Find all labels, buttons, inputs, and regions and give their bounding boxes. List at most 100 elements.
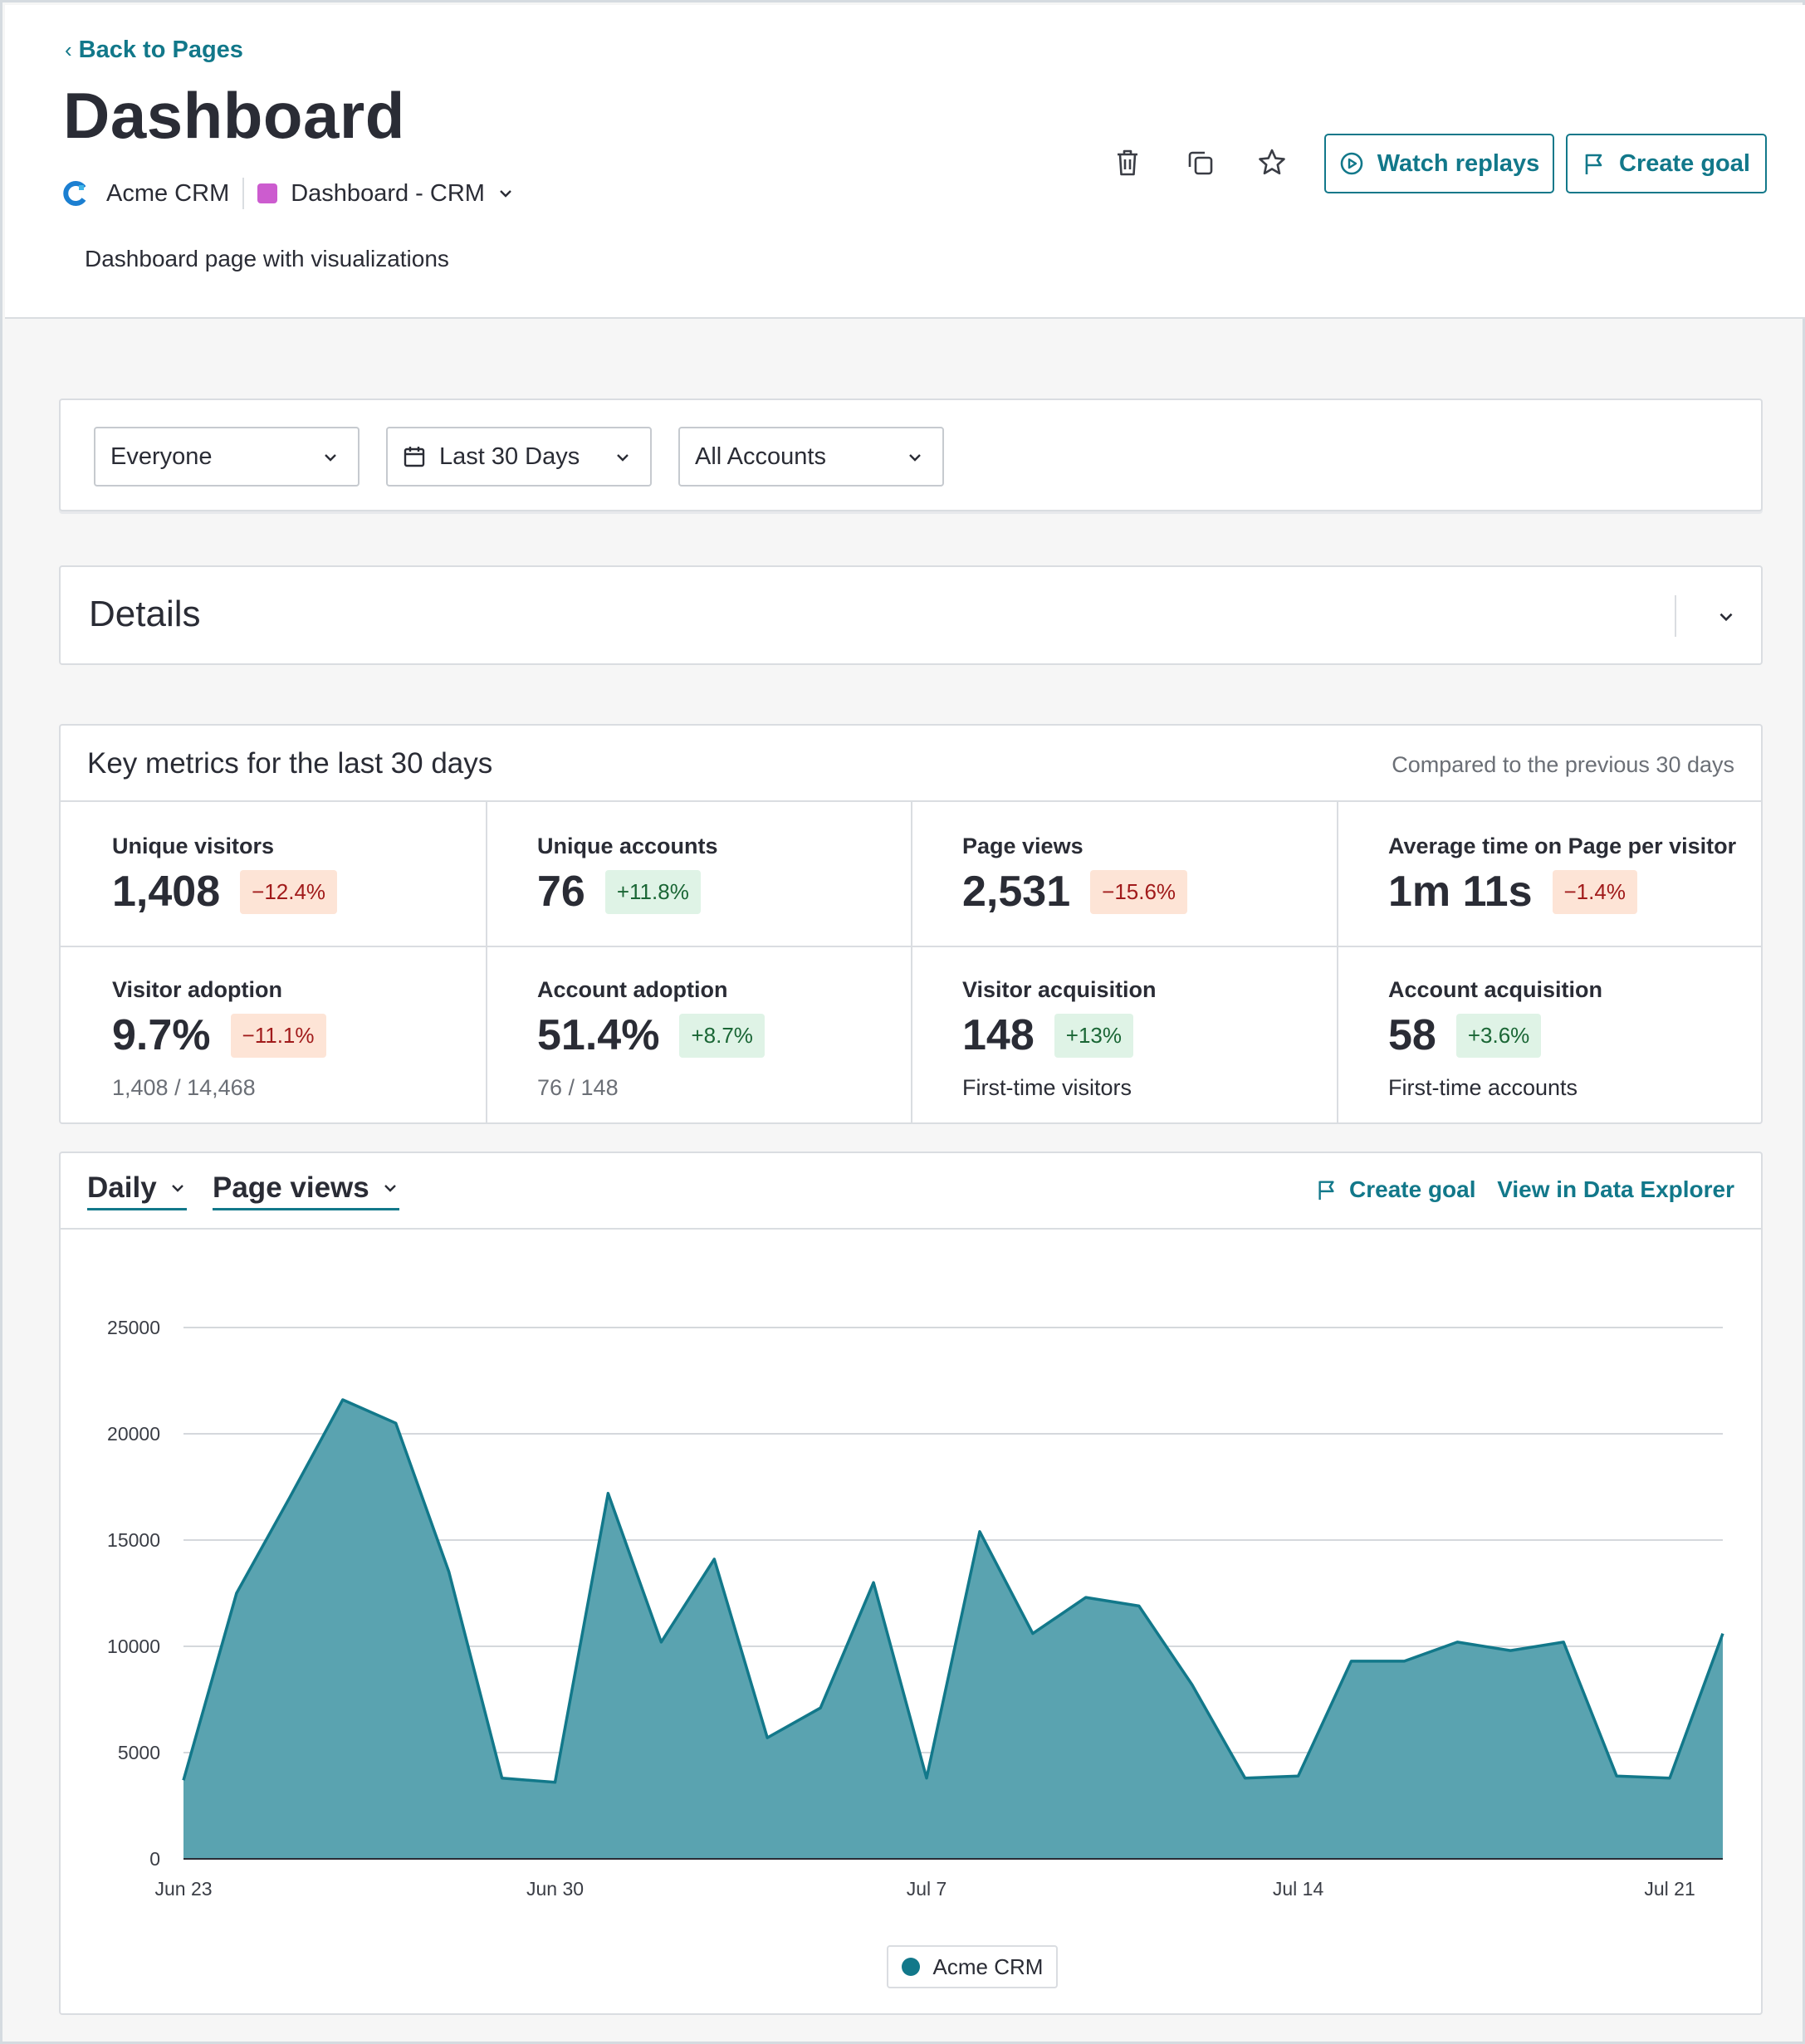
interval-value: Daily [87, 1171, 157, 1204]
metric-change-badge: −12.4% [240, 869, 338, 914]
metric-cell: Account acquisition 58 +3.6% First-time acc… [1337, 946, 1762, 1124]
details-panel: Details [59, 565, 1763, 665]
page-color-swatch [257, 183, 278, 203]
breadcrumb-divider [242, 178, 245, 209]
watch-replays-button[interactable]: Watch replays [1324, 134, 1554, 193]
metric-value: 1m 11s [1388, 868, 1533, 916]
metric-value-row: 148 +13% [962, 1010, 1133, 1060]
details-expand-button[interactable] [1710, 600, 1743, 633]
back-link-label: Back to Pages [78, 37, 243, 63]
metric-subtext: 1,408 / 14,468 [112, 1075, 256, 1100]
metrics-col-divider [486, 802, 487, 1124]
measure-select[interactable]: Page views [213, 1171, 399, 1210]
metric-value: 58 [1388, 1011, 1436, 1059]
y-tick-label: 15000 [107, 1529, 160, 1551]
details-divider [1675, 595, 1676, 637]
delete-button[interactable] [1109, 144, 1146, 181]
metric-subtext: First-time visitors [962, 1075, 1132, 1100]
metric-change-badge: −11.1% [230, 1013, 326, 1058]
metric-cell: Unique accounts 76 +11.8% [486, 802, 911, 946]
metric-value-row: 1m 11s −1.4% [1388, 867, 1637, 917]
measure-value: Page views [213, 1171, 369, 1204]
accounts-select[interactable]: All Accounts [678, 427, 944, 487]
metric-label: Visitor adoption [112, 977, 283, 1002]
x-tick-label: Jun 23 [154, 1878, 212, 1900]
watch-replays-label: Watch replays [1377, 149, 1540, 177]
star-icon [1259, 149, 1285, 175]
segment-select[interactable]: Everyone [94, 427, 360, 487]
metric-change-badge: +8.7% [679, 1013, 765, 1058]
breadcrumb: Acme CRM Dashboard - CRM [61, 175, 515, 212]
chart-header: Daily Page views Create goal View in Dat… [61, 1153, 1761, 1230]
trash-icon [1118, 149, 1137, 176]
duplicate-button[interactable] [1182, 144, 1219, 181]
metric-cell: Page views 2,531 −15.6% [911, 802, 1336, 946]
metric-value: 2,531 [962, 868, 1071, 916]
view-in-data-explorer-link[interactable]: View in Data Explorer [1497, 1176, 1734, 1203]
metric-value-row: 9.7% −11.1% [112, 1010, 326, 1060]
play-circle-icon [1340, 152, 1363, 175]
metric-label: Unique visitors [112, 834, 275, 858]
y-tick-label: 25000 [107, 1317, 160, 1338]
series-line [182, 1398, 1724, 1784]
metric-label: Account adoption [537, 977, 728, 1002]
chart-panel: Daily Page views Create goal View in Dat… [59, 1152, 1763, 2015]
metric-value-row: 1,408 −12.4% [112, 867, 338, 917]
flag-icon [1585, 154, 1602, 174]
metric-change-badge: +11.8% [604, 869, 701, 914]
interval-select[interactable]: Daily [87, 1171, 187, 1210]
create-goal-label: Create goal [1619, 149, 1750, 177]
filter-bar: Everyone Last 30 Days All Accounts [59, 399, 1763, 511]
metric-value-row: 76 +11.8% [537, 867, 701, 917]
metric-value: 76 [537, 868, 585, 916]
favorite-button[interactable] [1254, 144, 1290, 181]
chevron-down-icon[interactable] [496, 184, 515, 203]
metric-change-badge: −1.4% [1552, 869, 1637, 914]
chart-create-goal-link[interactable]: Create goal [1316, 1176, 1476, 1203]
metric-subtext: 76 / 148 [537, 1075, 619, 1100]
accounts-value: All Accounts [695, 443, 826, 470]
x-tick-label: Jul 7 [907, 1878, 947, 1900]
app-name[interactable]: Acme CRM [106, 179, 230, 207]
page-title: Dashboard [63, 79, 405, 152]
metrics-compare-note: Compared to the previous 30 days [1392, 752, 1734, 777]
date-range-value: Last 30 Days [439, 443, 580, 470]
chart-create-goal-label: Create goal [1349, 1176, 1476, 1202]
key-metrics-panel: Key metrics for the last 30 days Compare… [59, 724, 1763, 1124]
chevron-down-icon [325, 454, 336, 462]
date-range-select[interactable]: Last 30 Days [386, 427, 652, 487]
legend-label: Acme CRM [932, 1954, 1044, 1979]
metric-cell: Unique visitors 1,408 −12.4% [61, 802, 486, 946]
metric-value-row: 58 +3.6% [1388, 1010, 1542, 1060]
metrics-title: Key metrics for the last 30 days [87, 747, 493, 780]
y-tick-label: 20000 [107, 1423, 160, 1445]
metric-label: Visitor acquisition [962, 977, 1157, 1002]
metric-label: Account acquisition [1388, 977, 1603, 1002]
y-tick-label: 5000 [118, 1742, 160, 1763]
x-tick-label: Jul 21 [1644, 1878, 1695, 1900]
metrics-header: Key metrics for the last 30 days Compare… [61, 726, 1761, 802]
chart-legend[interactable]: Acme CRM [887, 1945, 1058, 1988]
page-views-area-chart: 0 5000 10000 15000 20000 25000 Jun 23 Jun 30 Jul… [107, 1317, 1724, 1900]
chevron-down-icon [1719, 613, 1733, 622]
metric-cell: Visitor acquisition 148 +13% First-time vis… [911, 946, 1336, 1124]
metric-value-row: 51.4% +8.7% [537, 1010, 765, 1060]
metric-change-badge: +3.6% [1455, 1013, 1542, 1058]
page-selector-label[interactable]: Dashboard - CRM [291, 179, 485, 207]
legend-swatch [901, 1958, 920, 1976]
chevron-left-icon: ‹ [65, 37, 72, 62]
back-to-pages-link[interactable]: ‹ Back to Pages [65, 37, 243, 64]
x-tick-label: Jun 30 [526, 1878, 584, 1900]
metric-label: Average time on Page per visitor [1388, 834, 1737, 858]
metrics-col-divider [1337, 802, 1338, 1124]
create-goal-button[interactable]: Create goal [1566, 134, 1767, 193]
details-title: Details [89, 594, 201, 634]
metric-value: 9.7% [112, 1011, 211, 1059]
metric-cell: Visitor adoption 9.7% −11.1% 1,408 / 14,468 [61, 946, 486, 1124]
chevron-down-icon [171, 1185, 183, 1192]
metric-change-badge: +13% [1054, 1013, 1133, 1058]
metric-change-badge: −15.6% [1090, 869, 1188, 914]
metric-cell: Average time on Page per visitor 1m 11s −1… [1337, 802, 1762, 946]
chevron-down-icon [384, 1185, 396, 1192]
